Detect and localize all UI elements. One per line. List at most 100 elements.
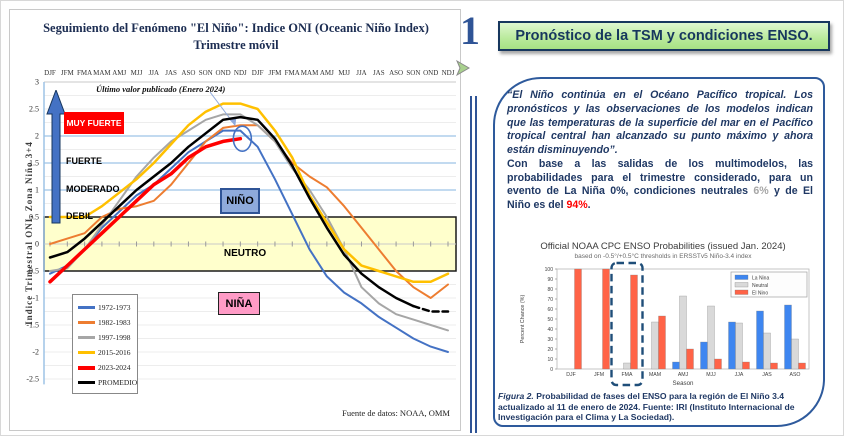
oni-legend: 1972-1973 1982-1983 1997-1998 2015-2016 2023…	[72, 294, 138, 394]
svg-text:DJF: DJF	[252, 69, 264, 77]
neutro-tag: NEUTRO	[223, 248, 267, 259]
svg-text:40: 40	[547, 327, 553, 333]
svg-text:70: 70	[547, 297, 553, 303]
svg-text:OND: OND	[423, 69, 438, 77]
zone-fuerte-label: FUERTE	[66, 156, 102, 166]
svg-text:Neutral: Neutral	[752, 283, 768, 289]
forecast-paragraph: “El Niño continúa en el Océano Pacífico …	[507, 89, 813, 213]
svg-text:30: 30	[547, 337, 553, 343]
forecast-body-1: Con base a las salidas de los multimodel…	[507, 157, 813, 198]
svg-text:AMJ: AMJ	[320, 69, 334, 77]
svg-text:90: 90	[547, 277, 553, 283]
figure-caption-label: Figura 2.	[498, 391, 534, 401]
svg-text:ASO: ASO	[790, 372, 801, 378]
zone-muy-fuerte-badge: MUY FUERTE	[64, 112, 124, 134]
svg-text:60: 60	[547, 307, 553, 313]
svg-text:-1: -1	[32, 294, 39, 303]
enso-probabilities-bar-chart: 0 10 20 30 40 50 60 70 80 90 100 DJF JFM FMA MAM AMJ MJJ…	[520, 261, 810, 387]
forecast-body-end: .	[587, 199, 591, 212]
svg-text:20: 20	[547, 347, 553, 353]
legend-item: 1982-1983	[78, 315, 133, 330]
forecast-header: Pronóstico de la TSM y condiciones ENSO.	[498, 21, 830, 51]
oni-chart-panel: Seguimiento del Fenómeno "El Niño": Indi…	[9, 9, 461, 431]
figure-caption: Figura 2. Probabilidad de fases del ENSO…	[498, 391, 810, 423]
svg-text:0: 0	[35, 240, 39, 249]
green-arrow-icon	[456, 59, 470, 77]
svg-text:JJA: JJA	[356, 69, 367, 77]
svg-text:JFM: JFM	[269, 69, 283, 77]
svg-text:2: 2	[35, 132, 39, 141]
svg-text:El Nino: El Nino	[752, 290, 768, 296]
svg-text:La Nina: La Nina	[752, 275, 769, 281]
pct-la-nina: 0%,	[610, 185, 629, 198]
svg-text:JAS: JAS	[762, 372, 772, 378]
svg-text:FMA: FMA	[285, 69, 300, 77]
svg-text:ASO: ASO	[181, 69, 195, 77]
svg-text:MAM: MAM	[93, 69, 111, 77]
svg-text:ASO: ASO	[389, 69, 403, 77]
svg-text:0.5: 0.5	[29, 213, 39, 222]
forecast-body-3: y de El Niño es del	[507, 185, 814, 212]
svg-text:JJA: JJA	[149, 69, 160, 77]
legend-swatch	[78, 381, 95, 384]
slide-number: 1	[460, 8, 480, 53]
svg-text:-2: -2	[32, 348, 39, 357]
svg-text:FMA: FMA	[77, 69, 92, 77]
forecast-body-2: condiciones neutrales	[628, 185, 754, 198]
svg-text:50: 50	[547, 317, 553, 323]
svg-text:3: 3	[35, 78, 39, 87]
svg-text:OND: OND	[215, 69, 230, 77]
svg-text:2.5: 2.5	[29, 105, 39, 114]
svg-text:JJA: JJA	[735, 372, 744, 378]
svg-text:0: 0	[550, 367, 553, 373]
svg-text:AMJ: AMJ	[678, 372, 689, 378]
svg-text:SON: SON	[406, 69, 420, 77]
zone-moderado-label: MODERADO	[66, 184, 120, 194]
svg-text:MJJ: MJJ	[706, 372, 716, 378]
legend-label: 1982-1983	[98, 318, 131, 327]
svg-text:1: 1	[35, 186, 39, 195]
svg-text:DJF: DJF	[566, 372, 576, 378]
forecast-bubble-frame	[493, 77, 825, 427]
svg-text:80: 80	[547, 287, 553, 293]
svg-text:DJF: DJF	[44, 69, 56, 77]
legend-swatch	[78, 336, 95, 339]
svg-text:MAM: MAM	[649, 372, 661, 378]
legend-swatch	[78, 321, 95, 324]
svg-text:100: 100	[545, 267, 554, 273]
svg-text:JAS: JAS	[373, 69, 385, 77]
oni-title-line2: Trimestre móvil	[193, 37, 279, 52]
legend-label: 2023-2024	[98, 363, 131, 372]
svg-text:Season: Season	[673, 380, 695, 387]
oni-title-line1: Seguimiento del Fenómeno "El Niño": Indi…	[43, 21, 429, 35]
svg-text:MJJ: MJJ	[338, 69, 350, 77]
svg-text:MAM: MAM	[301, 69, 319, 77]
legend-swatch	[78, 365, 95, 370]
svg-text:JFM: JFM	[594, 372, 604, 378]
pct-neutral: 6%	[753, 185, 769, 198]
svg-text:-0.5: -0.5	[26, 267, 39, 276]
nina-tag: NIÑA	[218, 292, 260, 315]
legend-item: PROMEDIO	[78, 375, 137, 390]
svg-text:NDJ: NDJ	[442, 69, 455, 77]
svg-text:-1.5: -1.5	[26, 321, 39, 330]
intensity-up-arrow-icon	[46, 90, 66, 224]
legend-swatch	[78, 351, 95, 354]
svg-text:1.5: 1.5	[29, 159, 39, 168]
legend-label: 1972-1973	[98, 303, 131, 312]
svg-text:AMJ: AMJ	[112, 69, 126, 77]
legend-label: 2015-2016	[98, 348, 131, 357]
svg-text:Percent Chance (%): Percent Chance (%)	[520, 295, 526, 344]
legend-item: 1972-1973	[78, 300, 133, 315]
figure-caption-text: Probabilidad de fases del ENSO para la r…	[498, 391, 795, 423]
last-value-annotation: Último valor publicado (Enero 2024)	[96, 84, 226, 94]
pct-el-nino: 94%	[566, 199, 588, 212]
legend-swatch	[78, 306, 95, 309]
nino-tag: NIÑO	[220, 188, 260, 214]
svg-text:10: 10	[547, 357, 553, 363]
svg-text:-2.5: -2.5	[26, 375, 39, 384]
zone-debil-label: DEBIL	[66, 211, 93, 221]
svg-text:JAS: JAS	[165, 69, 177, 77]
bar-chart-title: Official NOAA CPC ENSO Probabilities (is…	[540, 241, 786, 252]
